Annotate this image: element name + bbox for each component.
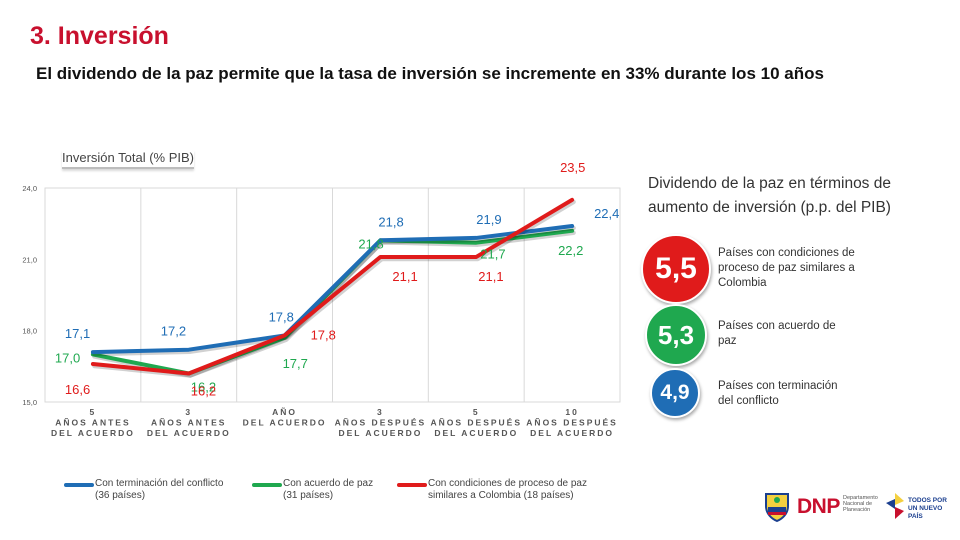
data-label: 21,8	[358, 236, 383, 251]
x-tick-label: AÑOS ANTES	[55, 418, 130, 428]
x-tick-label: AÑOS DESPUÉS	[430, 418, 522, 428]
x-tick-label: AÑOS DESPUÉS	[335, 418, 427, 428]
data-label: 16,2	[191, 383, 216, 398]
data-label: 17,0	[55, 350, 80, 365]
data-label: 23,5	[560, 160, 585, 175]
x-tick-label: DEL ACUERDO	[530, 428, 614, 438]
y-tick-label: 21,0	[22, 255, 37, 264]
x-tick-label: AÑO	[272, 407, 297, 417]
data-label: 17,1	[65, 326, 90, 341]
data-label: 21,7	[480, 247, 505, 262]
dividend-value: 5,5	[655, 252, 697, 285]
x-tick-label: DEL ACUERDO	[338, 428, 422, 438]
chart-label: Inversión Total (% PIB)	[62, 150, 194, 169]
x-tick-label: DEL ACUERDO	[434, 428, 518, 438]
data-label: 17,2	[161, 324, 186, 339]
x-tick-label: DEL ACUERDO	[243, 418, 327, 428]
series-line-shadow	[92, 225, 576, 357]
x-tick-label: 10	[565, 407, 578, 417]
dividend-desc: Países con terminación del conflicto	[718, 380, 838, 407]
dividend-value: 5,3	[657, 319, 695, 350]
legend-label-line1: Con condiciones de proceso de paz	[428, 478, 587, 489]
x-tick-label: 5	[90, 407, 97, 417]
data-label: 17,7	[283, 356, 308, 371]
dividend-heading: Dividendo de la paz en términos de aumen…	[648, 175, 891, 216]
data-label: 21,9	[476, 212, 501, 227]
x-tick-label: 3	[185, 407, 192, 417]
dividend-value: 4,9	[660, 381, 690, 404]
dnp-logo: DNP	[797, 495, 840, 518]
y-tick-label: 24,0	[22, 184, 37, 193]
data-label: 21,1	[478, 269, 503, 284]
x-tick-label: DEL ACUERDO	[147, 428, 231, 438]
x-tick-label: 3	[377, 407, 384, 417]
colombia-shield-icon	[765, 493, 789, 523]
x-tick-label: AÑOS DESPUÉS	[526, 418, 618, 428]
data-label: 22,4	[594, 206, 619, 221]
dividend-desc: Países con condiciones de proceso de paz…	[718, 247, 855, 289]
nuevo-pais-flag-icon	[886, 493, 904, 519]
dividend-circle-colombia: 5,5	[641, 234, 711, 304]
data-label: 21,1	[392, 269, 417, 284]
data-label: 16,6	[65, 382, 90, 397]
x-tick-label: DEL ACUERDO	[51, 428, 135, 438]
legend-label-line2: (36 países)	[95, 490, 146, 501]
dividend-desc: Países con acuerdo de paz	[718, 320, 836, 347]
legend-label-line1: Con terminación del conflicto	[95, 478, 224, 489]
legend-swatch	[252, 483, 282, 487]
dividend-circle-terminacion: 4,9	[650, 368, 700, 418]
page-subtitle: El dividendo de la paz permite que la ta…	[36, 64, 824, 83]
data-label: 17,8	[311, 327, 336, 342]
x-tick-label: AÑOS ANTES	[151, 418, 226, 428]
y-tick-label: 15,0	[22, 398, 37, 407]
data-label: 17,8	[269, 309, 294, 324]
y-tick-label: 18,0	[22, 327, 37, 336]
legend-label-line1: Con acuerdo de paz	[283, 478, 374, 489]
nuevo-pais-logo: TODOS POR UN NUEVO PAÍS	[908, 497, 947, 520]
data-label: 16,2	[191, 379, 216, 394]
legend-swatch	[397, 483, 427, 487]
x-tick-label: 5	[473, 407, 480, 417]
data-label: 21,8	[378, 214, 403, 229]
legend-label-line2: similares a Colombia (18 países)	[428, 490, 574, 501]
dividend-circle-acuerdo: 5,3	[645, 304, 707, 366]
data-label: 22,2	[558, 243, 583, 258]
legend-label-line2: (31 países)	[283, 490, 334, 501]
series-line	[90, 224, 575, 355]
legend-swatch	[64, 483, 94, 487]
page-title: 3. Inversión	[30, 22, 169, 50]
dnp-subtitle: Departamento Nacional de Planeación	[843, 495, 878, 513]
series-line	[90, 197, 575, 376]
logos: DNP Departamento Nacional de Planeación …	[760, 485, 950, 527]
